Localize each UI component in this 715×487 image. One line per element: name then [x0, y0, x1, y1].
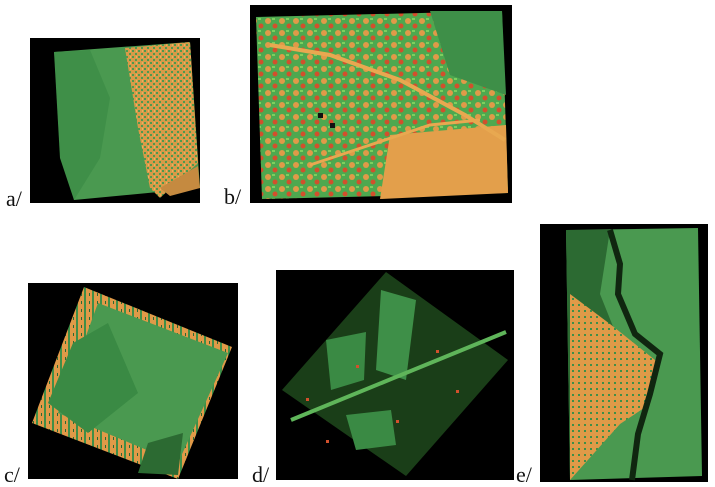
panel-label: b/	[224, 184, 242, 209]
satellite-image-c	[28, 283, 238, 479]
satellite-image-e	[540, 224, 708, 482]
satellite-image-d	[276, 270, 514, 480]
satellite-image-b	[250, 5, 512, 203]
satellite-image-a	[30, 38, 200, 203]
panel-label: c/	[4, 462, 20, 487]
panel-label: e/	[516, 462, 532, 487]
panel-label: a/	[6, 186, 22, 211]
panel-label: d/	[252, 462, 270, 487]
